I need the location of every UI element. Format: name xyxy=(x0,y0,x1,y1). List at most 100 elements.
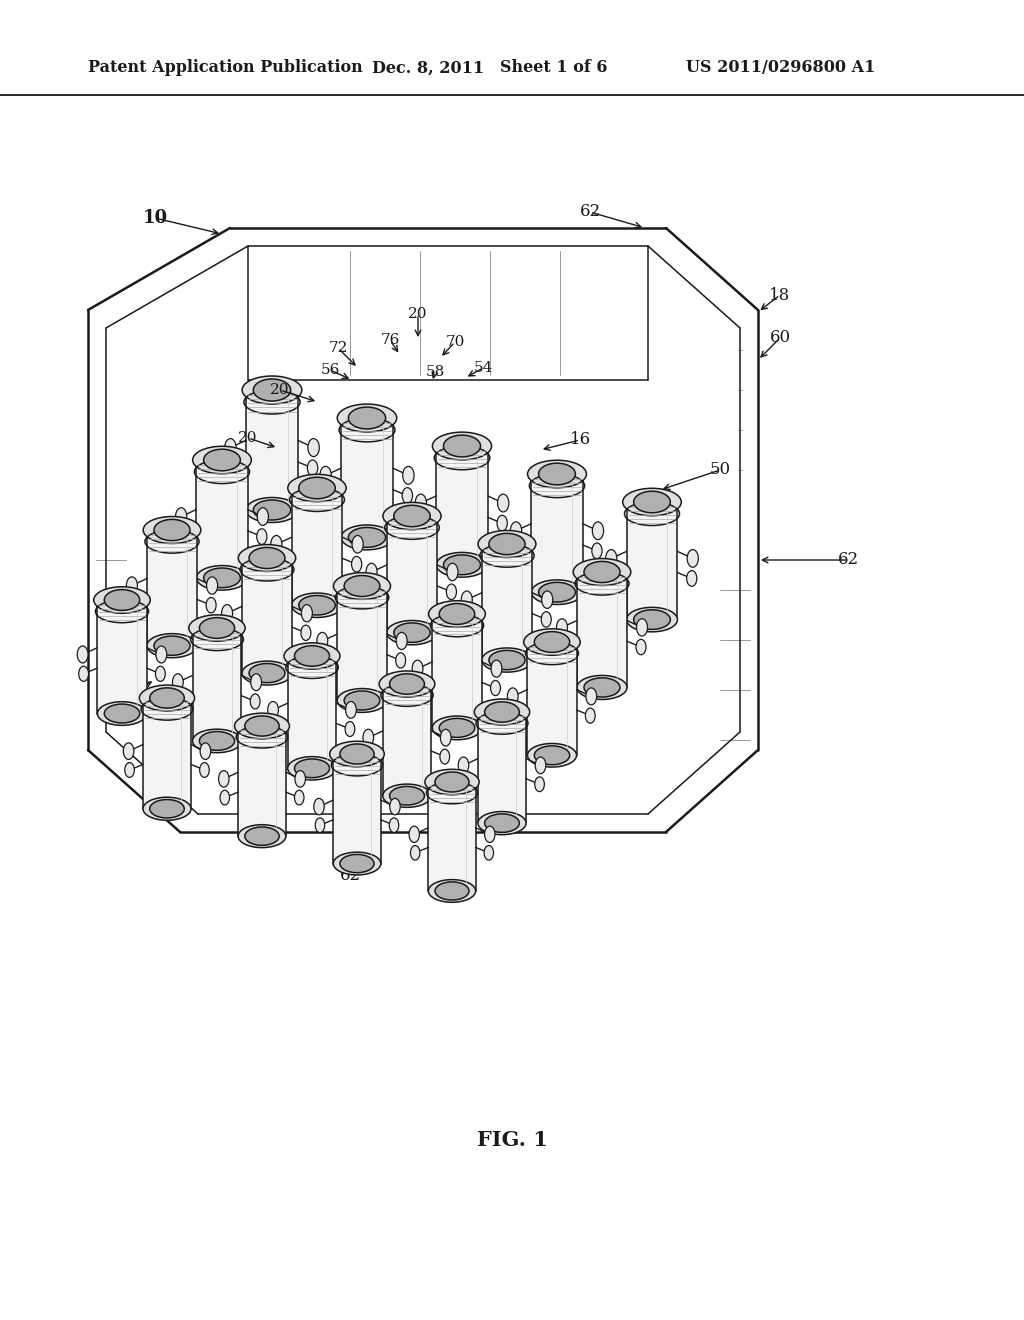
Ellipse shape xyxy=(417,515,427,531)
Ellipse shape xyxy=(394,506,430,527)
Text: 20: 20 xyxy=(239,432,258,445)
Ellipse shape xyxy=(249,548,285,569)
Text: 70: 70 xyxy=(445,335,465,348)
Text: 10: 10 xyxy=(142,209,168,227)
Ellipse shape xyxy=(623,488,681,516)
Text: 62: 62 xyxy=(838,552,858,569)
Text: 58: 58 xyxy=(425,366,444,379)
Text: 72: 72 xyxy=(329,341,348,355)
Ellipse shape xyxy=(270,536,282,553)
Ellipse shape xyxy=(488,533,525,554)
Ellipse shape xyxy=(295,791,304,805)
Ellipse shape xyxy=(414,680,424,696)
Ellipse shape xyxy=(143,797,191,820)
Ellipse shape xyxy=(415,494,426,512)
Ellipse shape xyxy=(206,598,216,612)
Ellipse shape xyxy=(193,446,251,474)
Text: FIG. 1: FIG. 1 xyxy=(476,1130,548,1150)
Text: 62: 62 xyxy=(339,866,360,883)
Text: 18: 18 xyxy=(769,286,791,304)
Text: 76: 76 xyxy=(380,333,399,347)
Ellipse shape xyxy=(104,704,139,723)
Ellipse shape xyxy=(389,787,424,805)
Ellipse shape xyxy=(387,620,437,644)
Ellipse shape xyxy=(204,449,241,471)
Ellipse shape xyxy=(333,853,381,875)
Ellipse shape xyxy=(288,474,346,502)
Ellipse shape xyxy=(484,814,519,833)
Ellipse shape xyxy=(395,653,406,668)
Ellipse shape xyxy=(143,516,201,544)
Ellipse shape xyxy=(535,746,569,764)
Ellipse shape xyxy=(636,639,646,655)
Ellipse shape xyxy=(535,776,545,792)
Bar xyxy=(239,726,286,836)
Bar xyxy=(428,781,475,891)
Ellipse shape xyxy=(488,651,525,669)
Ellipse shape xyxy=(536,756,546,774)
Ellipse shape xyxy=(125,763,134,777)
Ellipse shape xyxy=(234,713,290,739)
Ellipse shape xyxy=(365,750,374,764)
Ellipse shape xyxy=(250,694,260,709)
Ellipse shape xyxy=(492,660,502,677)
Ellipse shape xyxy=(269,722,279,737)
Ellipse shape xyxy=(510,521,521,540)
Ellipse shape xyxy=(126,577,137,594)
Ellipse shape xyxy=(435,882,469,900)
Bar xyxy=(482,544,532,660)
Ellipse shape xyxy=(245,715,280,737)
Ellipse shape xyxy=(586,708,595,723)
Text: Patent Application Publication: Patent Application Publication xyxy=(88,59,362,77)
Ellipse shape xyxy=(383,784,431,808)
Text: Sheet 1 of 6: Sheet 1 of 6 xyxy=(500,59,607,77)
Ellipse shape xyxy=(443,554,480,574)
Ellipse shape xyxy=(257,529,267,544)
Bar xyxy=(288,656,336,768)
Bar xyxy=(387,516,437,632)
Bar xyxy=(478,711,526,824)
Bar xyxy=(193,628,242,741)
Ellipse shape xyxy=(527,743,577,767)
Ellipse shape xyxy=(634,610,671,630)
Ellipse shape xyxy=(440,729,451,746)
Bar xyxy=(97,601,146,714)
Ellipse shape xyxy=(498,494,509,512)
Ellipse shape xyxy=(253,379,291,401)
Ellipse shape xyxy=(634,491,671,512)
Ellipse shape xyxy=(535,631,569,652)
Bar xyxy=(292,488,342,606)
Ellipse shape xyxy=(207,577,218,594)
Ellipse shape xyxy=(308,438,319,457)
Ellipse shape xyxy=(446,583,457,599)
Ellipse shape xyxy=(592,543,602,558)
Ellipse shape xyxy=(461,591,472,609)
Ellipse shape xyxy=(97,702,146,726)
Ellipse shape xyxy=(542,591,553,609)
Ellipse shape xyxy=(531,579,583,605)
Bar xyxy=(333,754,381,863)
Ellipse shape xyxy=(239,545,296,572)
Ellipse shape xyxy=(319,466,332,484)
Ellipse shape xyxy=(527,461,587,488)
Ellipse shape xyxy=(337,689,387,713)
Ellipse shape xyxy=(379,671,435,697)
Ellipse shape xyxy=(301,605,312,622)
Ellipse shape xyxy=(253,500,291,520)
Ellipse shape xyxy=(77,645,88,663)
Ellipse shape xyxy=(523,628,581,655)
Ellipse shape xyxy=(316,632,328,649)
Text: Dec. 8, 2011: Dec. 8, 2011 xyxy=(372,59,484,77)
Ellipse shape xyxy=(409,826,420,842)
Ellipse shape xyxy=(188,615,245,642)
Ellipse shape xyxy=(193,729,242,752)
Ellipse shape xyxy=(226,459,237,477)
Ellipse shape xyxy=(463,611,473,627)
Ellipse shape xyxy=(292,593,342,618)
Bar xyxy=(383,684,431,796)
Ellipse shape xyxy=(337,404,396,432)
Ellipse shape xyxy=(478,812,526,834)
Bar xyxy=(527,642,577,755)
Ellipse shape xyxy=(223,626,233,640)
Ellipse shape xyxy=(351,557,361,572)
